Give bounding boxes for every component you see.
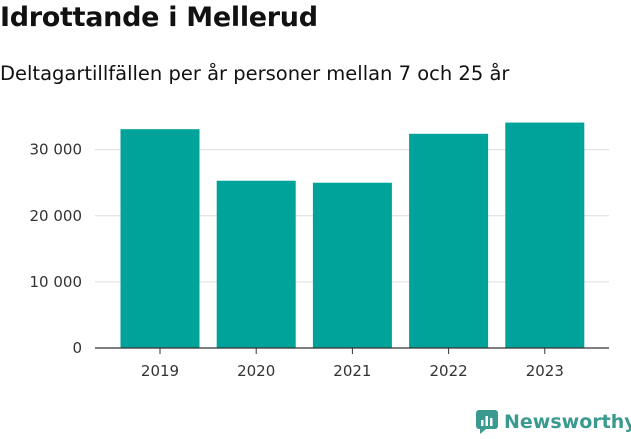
y-tick-label: 10 000 — [30, 273, 83, 291]
x-tick-label: 2021 — [333, 362, 371, 380]
chart-bar-logo-icon — [476, 410, 498, 434]
bar — [120, 129, 200, 348]
chart-subtitle: Deltagartillfällen per år personer mella… — [0, 62, 510, 85]
x-tick-label: 2023 — [526, 362, 564, 380]
x-axis-ticks: 2019 2020 2021 2022 2023 — [141, 348, 564, 380]
chart-title: Idrottande i Mellerud — [0, 2, 318, 33]
brand-name: Newsworthy — [504, 411, 631, 433]
y-tick-label: 20 000 — [30, 207, 83, 225]
bar — [505, 122, 585, 348]
x-tick-label: 2020 — [237, 362, 275, 380]
brand: Newsworthy — [476, 409, 631, 435]
bar — [312, 182, 392, 348]
bar — [216, 180, 296, 348]
bar — [409, 133, 489, 348]
x-tick-label: 2022 — [430, 362, 468, 380]
x-tick-label: 2019 — [141, 362, 179, 380]
bars — [120, 122, 585, 348]
y-axis-ticks: 0 10 000 20 000 30 000 — [30, 141, 83, 357]
y-tick-label: 30 000 — [30, 141, 83, 159]
y-tick-label: 0 — [72, 339, 82, 357]
